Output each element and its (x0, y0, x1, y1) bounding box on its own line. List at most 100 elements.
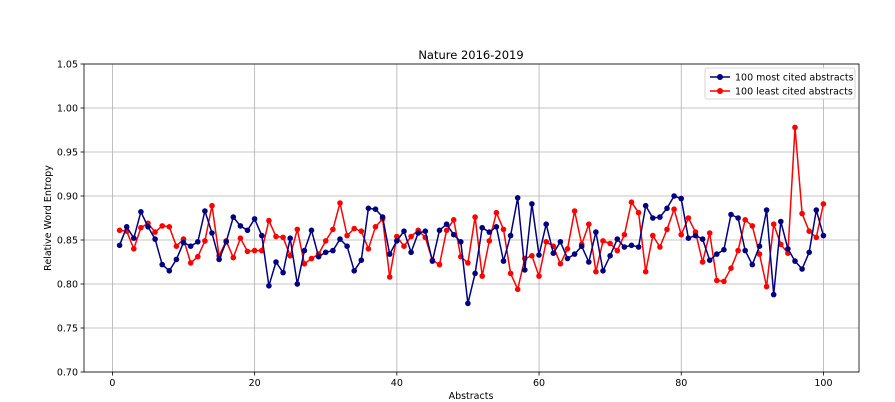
data-point-least-cited (756, 251, 763, 257)
data-point-least-cited (571, 208, 578, 214)
data-point-least-cited (614, 247, 621, 254)
data-point-most-cited (244, 227, 251, 234)
data-point-most-cited (493, 224, 500, 230)
data-point-most-cited (458, 239, 464, 245)
x-tick-label: 40 (391, 378, 403, 389)
data-point-least-cited (486, 238, 493, 244)
data-point-least-cited (173, 243, 180, 249)
data-point-least-cited (820, 201, 827, 207)
data-point-most-cited (116, 242, 123, 249)
data-point-most-cited (131, 235, 137, 241)
x-tick-label: 20 (249, 378, 261, 389)
data-point-most-cited (123, 224, 130, 230)
data-point-most-cited (237, 223, 244, 229)
data-point-least-cited (642, 268, 649, 275)
data-point-least-cited (195, 253, 201, 260)
x-tick-label: 100 (814, 378, 832, 389)
y-tick-label: 0.75 (57, 324, 78, 335)
data-point-least-cited (209, 202, 215, 209)
data-point-least-cited (138, 224, 144, 231)
data-point-most-cited (650, 215, 656, 221)
data-point-least-cited (699, 259, 706, 265)
data-point-least-cited (230, 254, 237, 261)
data-point-most-cited (216, 256, 222, 263)
data-point-least-cited (593, 268, 599, 275)
x-axis-label: Abstracts (449, 391, 494, 402)
data-point-least-cited (187, 260, 194, 266)
legend-marker-most-cited (717, 74, 723, 80)
legend-label-most-cited: 100 most cited abstracts (735, 73, 854, 84)
data-point-most-cited (529, 201, 535, 207)
data-point-most-cited (678, 195, 684, 202)
data-point-most-cited (657, 214, 663, 220)
data-point-most-cited (778, 218, 784, 225)
data-point-most-cited (699, 236, 706, 242)
data-point-least-cited (131, 246, 137, 252)
data-point-most-cited (507, 232, 514, 239)
data-point-most-cited (756, 243, 763, 249)
data-point-most-cited (472, 270, 478, 277)
data-point-least-cited (358, 228, 365, 234)
data-point-most-cited (671, 193, 677, 199)
legend-label-least-cited: 100 least cited abstracts (735, 87, 853, 98)
data-point-most-cited (415, 230, 422, 236)
data-point-most-cited (557, 239, 564, 245)
data-point-least-cited (543, 239, 549, 245)
data-point-most-cited (273, 259, 279, 265)
data-point-most-cited (806, 249, 812, 256)
y-tick-label: 1.05 (57, 60, 78, 71)
data-point-most-cited (522, 267, 528, 273)
chart-title: Nature 2016-2019 (418, 48, 523, 62)
data-point-least-cited (443, 227, 450, 234)
data-point-most-cited (251, 216, 258, 222)
data-point-least-cited (308, 255, 315, 262)
data-point-least-cited (536, 273, 542, 279)
data-point-least-cited (372, 224, 379, 230)
data-point-most-cited (358, 257, 365, 264)
data-point-most-cited (692, 232, 699, 239)
data-point-most-cited (749, 261, 756, 268)
data-point-least-cited (450, 217, 457, 223)
data-point-least-cited (266, 217, 272, 224)
data-point-most-cited (294, 281, 301, 287)
data-point-least-cited (721, 278, 727, 285)
data-point-least-cited (152, 229, 158, 235)
data-point-least-cited (742, 217, 748, 223)
y-axis-ticks: 0.70 0.75 0.80 0.85 0.90 0.95 1.00 1.05 (57, 60, 84, 379)
x-tick-label: 0 (109, 378, 115, 389)
data-point-most-cited (792, 258, 798, 264)
data-point-most-cited (600, 268, 606, 274)
data-point-least-cited (273, 233, 279, 240)
data-point-most-cited (344, 243, 350, 249)
data-point-most-cited (564, 255, 571, 262)
series-line-most-cited (118, 195, 825, 305)
data-point-most-cited (479, 224, 486, 231)
data-point-least-cited (770, 221, 777, 227)
data-point-most-cited (166, 268, 173, 274)
data-point-least-cited (600, 238, 606, 244)
data-point-most-cited (514, 195, 521, 201)
data-point-most-cited (287, 235, 294, 241)
data-point-most-cited (486, 229, 493, 235)
data-point-least-cited (557, 261, 564, 267)
data-point-most-cited (614, 236, 621, 242)
data-point-most-cited (280, 269, 286, 276)
data-point-least-cited (564, 246, 571, 252)
data-point-least-cited (202, 238, 208, 244)
data-point-least-cited (664, 226, 670, 233)
data-point-least-cited (813, 234, 820, 241)
data-point-most-cited (394, 238, 400, 244)
y-tick-label: 0.95 (57, 148, 78, 159)
data-point-most-cited (586, 259, 592, 265)
data-point-least-cited (586, 221, 592, 227)
y-axis-label: Relative Word Entropy (43, 165, 54, 271)
legend-box (704, 67, 856, 100)
data-point-most-cited (593, 229, 599, 235)
data-point-most-cited (436, 227, 443, 234)
data-point-most-cited (536, 252, 542, 258)
data-point-least-cited (408, 233, 414, 240)
data-point-most-cited (571, 251, 578, 257)
data-point-least-cited (365, 246, 372, 252)
data-point-most-cited (635, 244, 642, 250)
